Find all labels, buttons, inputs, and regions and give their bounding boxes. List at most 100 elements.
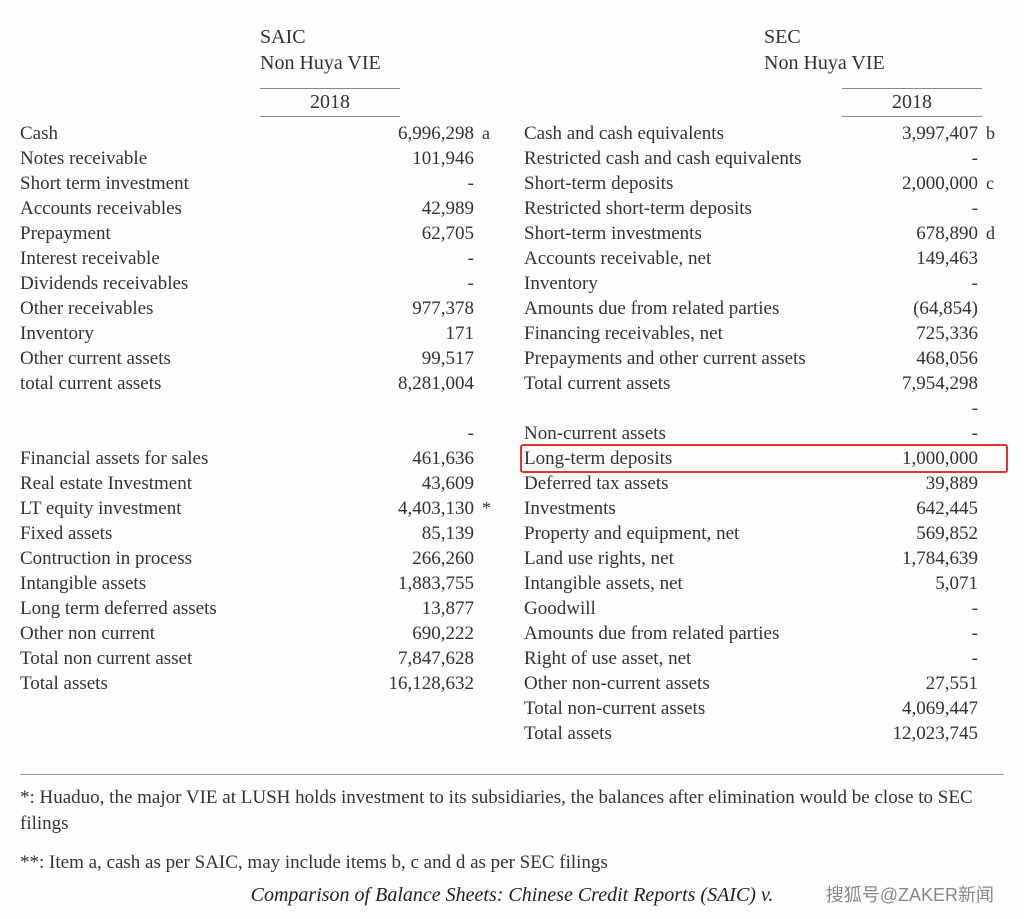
right-row-value: 149,463 bbox=[838, 246, 982, 271]
right-row: Cash and cash equivalents3,997,407b bbox=[524, 121, 1004, 146]
left-row-value: 42,989 bbox=[334, 196, 478, 221]
left-row-label: Dividends receivables bbox=[20, 271, 334, 296]
right-row-value: 642,445 bbox=[838, 496, 982, 521]
right-year: 2018 bbox=[842, 88, 982, 117]
left-row-label: Other receivables bbox=[20, 296, 334, 321]
left-row-label: Inventory bbox=[20, 321, 334, 346]
left-table-body: Cash6,996,298aNotes receivable101,946Sho… bbox=[20, 121, 500, 696]
right-row-value: 1,784,639 bbox=[838, 546, 982, 571]
right-row-label: Inventory bbox=[524, 271, 838, 296]
right-row: Long-term deposits1,000,000 bbox=[520, 444, 1008, 473]
right-row-value: - bbox=[838, 271, 982, 296]
left-row-value: 690,222 bbox=[334, 621, 478, 646]
left-row: Intangible assets1,883,755 bbox=[20, 571, 500, 596]
left-row: Accounts receivables42,989 bbox=[20, 196, 500, 221]
right-column: SEC Non Huya VIE 2018 Cash and cash equi… bbox=[524, 24, 1004, 746]
right-row: Total non-current assets4,069,447 bbox=[524, 696, 1004, 721]
left-row: Inventory171 bbox=[20, 321, 500, 346]
left-row-value: - bbox=[334, 246, 478, 271]
right-row-value: 569,852 bbox=[838, 521, 982, 546]
right-row-label: Accounts receivable, net bbox=[524, 246, 838, 271]
right-row-value: - bbox=[838, 421, 982, 446]
right-row-label: Amounts due from related parties bbox=[524, 296, 838, 321]
left-row-label: LT equity investment bbox=[20, 496, 334, 521]
left-row: Other receivables977,378 bbox=[20, 296, 500, 321]
left-row-label: total current assets bbox=[20, 371, 334, 396]
right-row-label: Total non-current assets bbox=[524, 696, 838, 721]
right-row: Goodwill- bbox=[524, 596, 1004, 621]
left-row: Financial assets for sales461,636 bbox=[20, 446, 500, 471]
right-row-label: Goodwill bbox=[524, 596, 838, 621]
footnotes: *: Huaduo, the major VIE at LUSH holds i… bbox=[20, 774, 1004, 876]
left-row-value: 16,128,632 bbox=[334, 671, 478, 696]
left-header-line2: Non Huya VIE bbox=[260, 50, 500, 76]
left-row: Other non current690,222 bbox=[20, 621, 500, 646]
left-row-label: Fixed assets bbox=[20, 521, 334, 546]
right-row-label: Deferred tax assets bbox=[524, 471, 838, 496]
right-row: Short-term deposits2,000,000c bbox=[524, 171, 1004, 196]
left-row: Other current assets99,517 bbox=[20, 346, 500, 371]
left-row-value: 13,877 bbox=[334, 596, 478, 621]
right-row-value: 678,890 bbox=[838, 221, 982, 246]
left-year: 2018 bbox=[260, 88, 400, 117]
left-row: Contruction in process266,260 bbox=[20, 546, 500, 571]
right-row: Investments642,445 bbox=[524, 496, 1004, 521]
left-row: Short term investment- bbox=[20, 171, 500, 196]
left-row-value: 85,139 bbox=[334, 521, 478, 546]
left-row: Total non current asset7,847,628 bbox=[20, 646, 500, 671]
left-row: Interest receivable- bbox=[20, 246, 500, 271]
right-row: Prepayments and other current assets468,… bbox=[524, 346, 1004, 371]
left-row-value: 8,281,004 bbox=[334, 371, 478, 396]
right-row-label: Restricted short-term deposits bbox=[524, 196, 838, 221]
left-row-label: Notes receivable bbox=[20, 146, 334, 171]
left-row-label: Prepayment bbox=[20, 221, 334, 246]
right-row-label: Non-current assets bbox=[524, 421, 838, 446]
left-row-value: 977,378 bbox=[334, 296, 478, 321]
right-row-label: Total assets bbox=[524, 721, 838, 746]
two-column-layout: SAIC Non Huya VIE 2018 Cash6,996,298aNot… bbox=[20, 24, 1004, 746]
right-row-label: Property and equipment, net bbox=[524, 521, 838, 546]
left-row-value: 1,883,755 bbox=[334, 571, 478, 596]
right-header: SEC Non Huya VIE bbox=[524, 24, 1004, 82]
left-row-label: Interest receivable bbox=[20, 246, 334, 271]
right-row-note: c bbox=[982, 171, 1004, 196]
right-row-value: - bbox=[838, 621, 982, 646]
right-year-row: 2018 bbox=[524, 82, 1004, 117]
right-row-value: 725,336 bbox=[838, 321, 982, 346]
right-row-label: Cash and cash equivalents bbox=[524, 121, 838, 146]
left-row: Notes receivable101,946 bbox=[20, 146, 500, 171]
left-header-line1: SAIC bbox=[260, 24, 500, 50]
left-row: Prepayment62,705 bbox=[20, 221, 500, 246]
right-row: Total current assets7,954,298 bbox=[524, 371, 1004, 396]
right-row: Amounts due from related parties(64,854) bbox=[524, 296, 1004, 321]
right-row: Short-term investments678,890d bbox=[524, 221, 1004, 246]
left-row-value: 6,996,298 bbox=[334, 121, 478, 146]
right-row: Restricted cash and cash equivalents- bbox=[524, 146, 1004, 171]
left-row-label: Accounts receivables bbox=[20, 196, 334, 221]
left-column: SAIC Non Huya VIE 2018 Cash6,996,298aNot… bbox=[20, 24, 500, 746]
left-row-value: - bbox=[334, 171, 478, 196]
left-row: - bbox=[20, 421, 500, 446]
left-row-value: 4,403,130 bbox=[334, 496, 478, 521]
left-row: Long term deferred assets13,877 bbox=[20, 596, 500, 621]
right-row: - bbox=[524, 396, 1004, 421]
right-row-label: Other non-current assets bbox=[524, 671, 838, 696]
right-row: Total assets12,023,745 bbox=[524, 721, 1004, 746]
right-row-value: 39,889 bbox=[838, 471, 982, 496]
right-row-label: Amounts due from related parties bbox=[524, 621, 838, 646]
right-row-label: Investments bbox=[524, 496, 838, 521]
left-row bbox=[20, 396, 500, 421]
right-row: Land use rights, net1,784,639 bbox=[524, 546, 1004, 571]
left-row-label: Total assets bbox=[20, 671, 334, 696]
right-row-value: 5,071 bbox=[838, 571, 982, 596]
page: SAIC Non Huya VIE 2018 Cash6,996,298aNot… bbox=[0, 0, 1024, 919]
right-row: Inventory- bbox=[524, 271, 1004, 296]
left-row-value: 461,636 bbox=[334, 446, 478, 471]
right-row-label: Total current assets bbox=[524, 371, 838, 396]
left-row-value: 7,847,628 bbox=[334, 646, 478, 671]
left-row-label: Other non current bbox=[20, 621, 334, 646]
right-row: Property and equipment, net569,852 bbox=[524, 521, 1004, 546]
right-row-value: - bbox=[838, 196, 982, 221]
right-row-value: 27,551 bbox=[838, 671, 982, 696]
right-row: Other non-current assets27,551 bbox=[524, 671, 1004, 696]
